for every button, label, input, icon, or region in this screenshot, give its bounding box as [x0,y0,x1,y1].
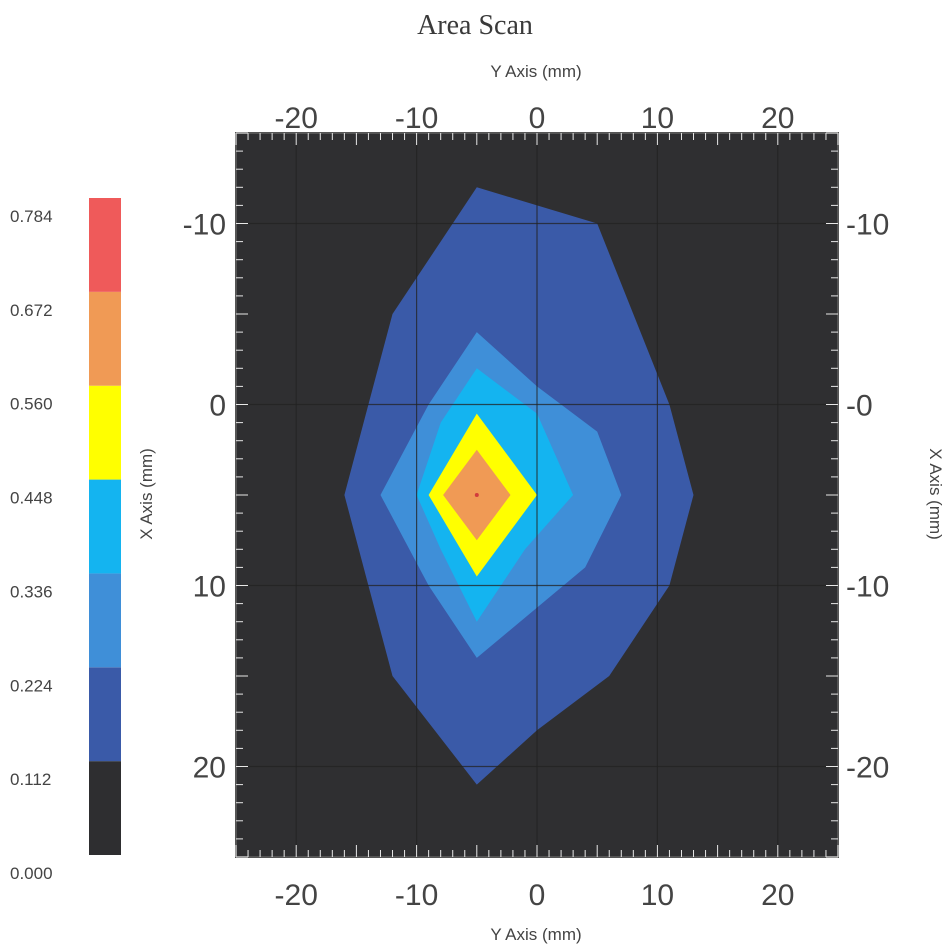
top-x-axis-label: Y Axis (mm) [490,62,581,81]
right-y-tick-label: -20 [846,752,889,785]
bottom-x-tick-label: 20 [761,879,794,912]
colorbar-label: 0.336 [10,582,53,601]
bottom-x-tick-label: -20 [275,879,318,912]
bottom-x-tick-label: 10 [641,879,674,912]
right-y-tick-label: -10 [846,571,889,604]
colorbar-label: 0.560 [10,395,53,414]
colorbar-band-5 [89,291,121,386]
colorbar-band-2 [89,573,121,668]
peak-marker [474,493,479,497]
colorbar-label: 0.224 [10,676,53,695]
bottom-x-tick-label: 0 [529,879,546,912]
colorbar-label: 0.112 [10,770,51,789]
colorbar-band-0 [89,761,121,855]
colorbar-label: 0.672 [10,301,53,320]
left-y-tick-label: 20 [193,752,226,785]
right-y-axis-label: X Axis (mm) [926,448,945,540]
bottom-x-tick-label: -10 [395,879,438,912]
colorbar-band-3 [89,479,121,574]
right-y-tick-label: -0 [846,390,873,423]
bottom-x-axis-label: Y Axis (mm) [490,925,581,944]
colorbar-band-6 [89,198,121,292]
colorbar-label: 0.000 [10,864,53,883]
top-x-tick-label: -20 [275,102,318,135]
left-y-tick-label: 10 [193,571,226,604]
top-x-tick-label: -10 [395,102,438,135]
top-x-tick-label: 10 [641,102,674,135]
colorbar-label: 0.784 [10,207,53,226]
top-x-tick-label: 0 [529,102,546,135]
right-y-tick-label: -10 [846,209,889,242]
colorbar-band-4 [89,385,121,480]
top-x-tick-label: 20 [761,102,794,135]
chart-title: Area Scan [417,10,533,41]
colorbar-band-1 [89,667,121,762]
left-y-axis-label: X Axis (mm) [137,448,156,540]
left-y-tick-label: 0 [209,390,226,423]
colorbar-label: 0.448 [10,489,53,508]
left-y-tick-label: -10 [183,209,226,242]
